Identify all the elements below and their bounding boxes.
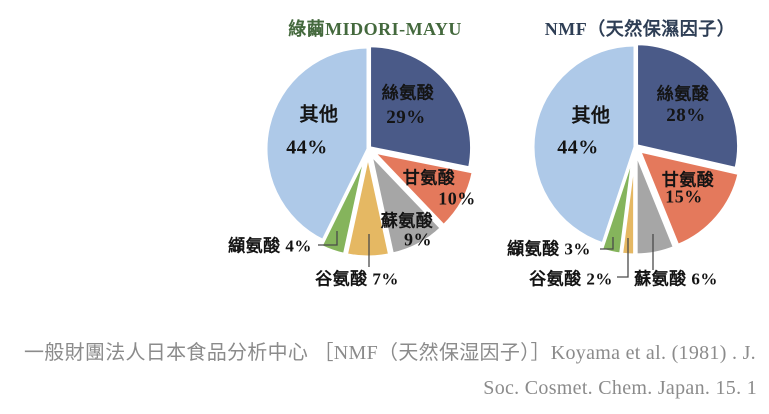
pie-label: 甘氨酸 [402,168,456,188]
slice-valine [319,153,368,256]
slice-threonine [634,151,676,257]
pie-label: 蘇氨酸 [380,211,434,231]
slice-threonine [369,152,443,256]
slice-others [264,45,370,243]
pie-label: 絲氨酸 [656,84,710,104]
pie-label: 纈氨酸 3% [507,239,591,259]
pie-label: 9% [404,229,432,250]
slice-glutamic-acid [344,153,392,259]
right-pie-title: NMF（天然保濕因子） [544,19,736,39]
left-pie-title: 綠繭MIDORI-MAYU [288,19,462,39]
slice-glycine [638,149,741,247]
pie-label: 28% [666,105,706,126]
pie-charts-svg [264,42,741,278]
pie-label: 絲氨酸 [381,83,435,103]
leader-line [617,238,629,278]
leader-line [318,231,338,246]
pie-label: 蘇氨酸 6% [634,269,718,289]
slice-glycine [371,150,475,228]
slice-serine [368,44,473,170]
pie-labels-layer: 其他 44% 絲氨酸 29% 甘氨酸 10% 蘇氨酸 9% 纈氨酸 4% 谷氨酸 7% 其他 44% 絲… [228,83,718,289]
pie-label: 甘氨酸 [661,170,715,190]
pie-label: 29% [386,107,426,128]
leader-line [600,237,614,250]
pie-label: 10% [438,188,476,209]
pie-label: 44% [286,136,328,159]
slice-others [531,43,637,246]
pie-label: 44% [557,136,599,159]
pie-label: 其他 [299,104,339,126]
slice-serine [635,42,741,170]
pie-label: 谷氨酸 7% [315,269,399,289]
pie-label: 其他 [571,105,611,127]
pie-label: 15% [665,186,703,207]
caption-line-2: Soc. Cosmet. Chem. Japan. 15. 1 [483,377,757,399]
pie-label: 纈氨酸 4% [228,236,312,256]
caption-line-1: 一般財團法人日本食品分析中心 ［NMF（天然保湿因子）］Koyama et al… [24,342,756,364]
pie-label: 谷氨酸 2% [529,269,613,289]
